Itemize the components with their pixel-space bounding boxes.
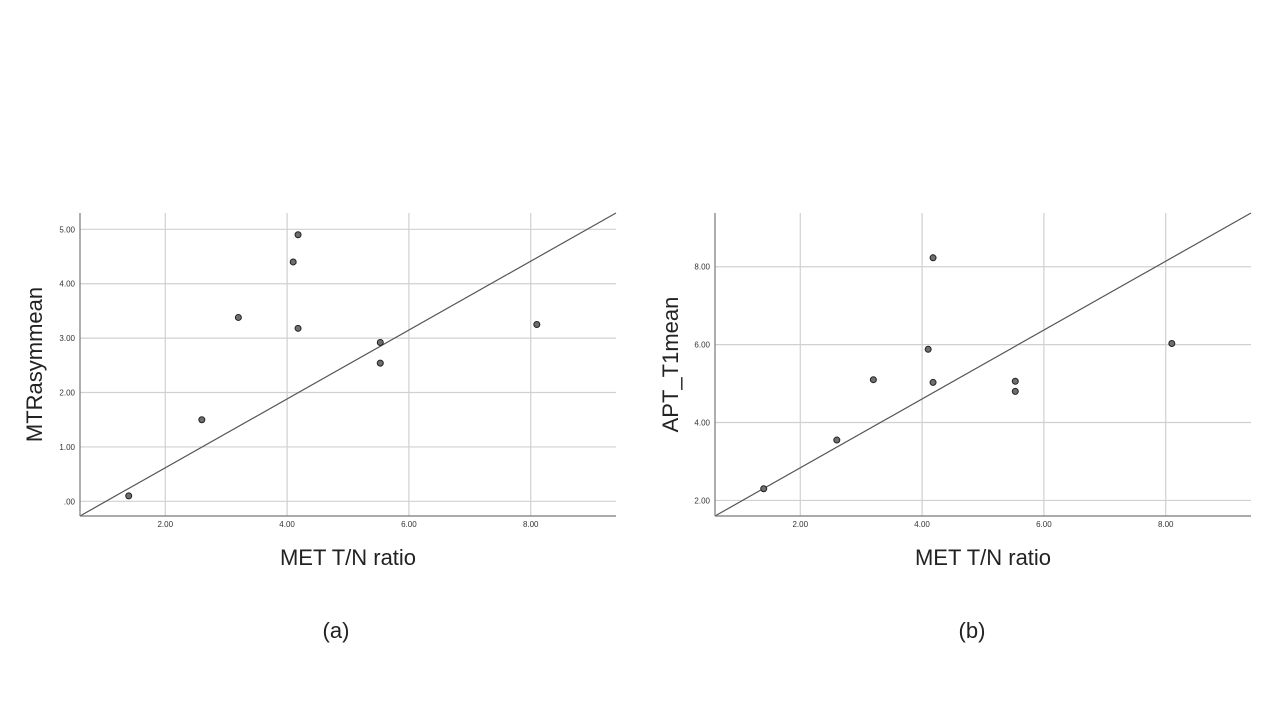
data-point (198, 416, 206, 424)
x-tick-label: 2.00 (792, 520, 808, 529)
data-point (833, 436, 841, 444)
x-tick-label: 4.00 (279, 520, 295, 529)
data-point (924, 345, 932, 353)
data-point (1011, 387, 1019, 395)
data-point (376, 338, 384, 346)
reference-line-group (714, 212, 1252, 517)
y-tick-labels: 2.00 4.00 6.00 8.00 (694, 263, 710, 506)
x-tick-label: 6.00 (401, 520, 417, 529)
panel-a: 2.00 4.00 6.00 8.00 .00 1.00 2.00 3.00 4.00 5.00… (22, 212, 617, 643)
y-tick-label: 8.00 (694, 263, 710, 272)
y-tick-label: 2.00 (59, 389, 75, 398)
x-tick-label: 4.00 (914, 520, 930, 529)
reference-line-group (79, 212, 617, 517)
y-tick-label: 5.00 (59, 225, 75, 234)
data-point (1011, 377, 1019, 385)
data-point (125, 492, 133, 500)
grid-lines (715, 213, 1251, 516)
x-axis-label: MET T/N ratio (280, 545, 416, 570)
data-point (294, 231, 302, 239)
y-tick-label: .00 (64, 497, 76, 506)
data-point (294, 324, 302, 332)
data-points (760, 254, 1176, 493)
grid-lines (80, 213, 616, 516)
x-tick-label: 8.00 (523, 520, 539, 529)
reference-line (714, 212, 1252, 517)
data-point (376, 359, 384, 367)
data-point (533, 321, 541, 329)
axes (714, 213, 1251, 517)
x-axis-label: MET T/N ratio (915, 545, 1051, 570)
data-point (1168, 339, 1176, 347)
panel-b: 2.00 4.00 6.00 8.00 2.00 4.00 6.00 8.00 MET T/… (658, 212, 1252, 643)
y-tick-label: 4.00 (694, 419, 710, 428)
y-tick-label: 4.00 (59, 280, 75, 289)
y-tick-label: 3.00 (59, 334, 75, 343)
x-tick-labels: 2.00 4.00 6.00 8.00 (157, 520, 539, 529)
data-point (760, 485, 768, 493)
y-axis-label: MTRasymmean (22, 287, 47, 442)
data-points (125, 231, 541, 500)
data-point (869, 376, 877, 384)
data-point (234, 313, 242, 321)
x-tick-label: 8.00 (1158, 520, 1174, 529)
panel-label: (b) (959, 618, 986, 643)
data-point (289, 258, 297, 266)
data-point (929, 254, 937, 262)
data-point (929, 378, 937, 386)
y-tick-label: 1.00 (59, 443, 75, 452)
x-tick-label: 2.00 (157, 520, 173, 529)
y-axis-label: APT_T1mean (658, 297, 683, 433)
x-tick-labels: 2.00 4.00 6.00 8.00 (792, 520, 1174, 529)
reference-line (79, 212, 617, 517)
y-tick-label: 6.00 (694, 341, 710, 350)
y-tick-labels: .00 1.00 2.00 3.00 4.00 5.00 (59, 225, 75, 506)
axes (79, 213, 616, 517)
x-tick-label: 6.00 (1036, 520, 1052, 529)
panel-label: (a) (323, 618, 350, 643)
y-tick-label: 2.00 (694, 496, 710, 505)
